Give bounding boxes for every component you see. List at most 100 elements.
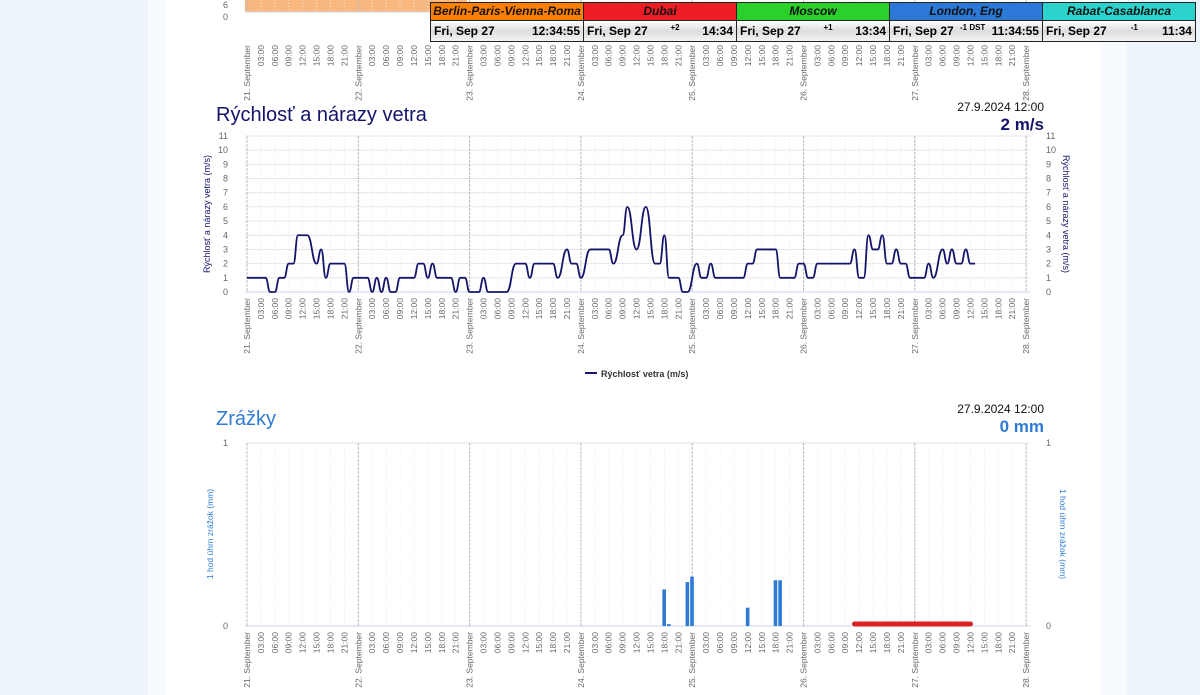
precip-x-tick-label: 06:00	[604, 632, 614, 654]
top-chart-x-tick-label: 06:00	[270, 45, 280, 67]
top-chart-x-tick-label: 18:00	[993, 45, 1003, 67]
precip-x-tick-label: 12:00	[409, 632, 419, 654]
wind-x-tick-label: 06:00	[938, 298, 948, 320]
precip-stamp-value: 0 mm	[999, 417, 1044, 436]
wind-x-tick-label: 03:00	[701, 298, 711, 320]
top-chart-x-tick-label: 06:00	[826, 45, 836, 67]
wind-x-tick-label: 03:00	[590, 298, 600, 320]
precip-x-tick-label: 03:00	[479, 632, 489, 654]
wind-x-tick-label: 18:00	[771, 298, 781, 320]
precip-x-tick-label: 09:00	[395, 632, 405, 654]
precip-x-tick-label: 28. September	[1021, 632, 1031, 688]
precip-x-tick-label: 21. September	[242, 632, 252, 688]
clock-cell: Dubai Fri, Sep 27 +2 14:34	[584, 3, 737, 41]
precip-x-tick-label: 27. September	[910, 632, 920, 688]
top-chart-x-tick-label: 03:00	[479, 45, 489, 67]
wind-y-axis-title: Rýchlosť a nárazy vetra (m/s)	[202, 155, 212, 273]
wind-x-tick-label: 21:00	[339, 298, 349, 320]
precip-x-tick-label: 15:00	[534, 632, 544, 654]
precip-y-tick-left: 0	[223, 621, 228, 631]
wind-x-tick-label: 21:00	[451, 298, 461, 320]
clock-time: 11:34:55	[991, 24, 1039, 38]
precip-x-tick-label: 21:00	[339, 632, 349, 654]
clock-cell: London, Eng Fri, Sep 27 -1 DST 11:34:55	[890, 3, 1043, 41]
top-chart-x-tick-label: 12:00	[409, 45, 419, 67]
precip-x-tick-label: 06:00	[270, 632, 280, 654]
wind-y-tick-left: 10	[218, 145, 228, 155]
top-chart-x-tick-label: 09:00	[395, 45, 405, 67]
wind-x-tick-label: 09:00	[840, 298, 850, 320]
wind-stamp-value: 2 m/s	[1000, 115, 1044, 134]
wind-x-tick-label: 28. September	[1021, 298, 1031, 354]
wind-y-tick-right: 4	[1046, 230, 1051, 240]
clock-offset: +1	[823, 23, 833, 32]
top-chart-x-tick-label: 03:00	[701, 45, 711, 67]
wind-x-tick-label: 15:00	[868, 298, 878, 320]
precip-bar	[667, 624, 671, 626]
wind-y-tick-left: 7	[223, 188, 228, 198]
precip-x-tick-label: 15:00	[312, 632, 322, 654]
top-chart-x-tick-label: 24. September	[576, 45, 586, 101]
precip-x-tick-label: 12:00	[520, 632, 530, 654]
top-chart-x-tick-label: 15:00	[979, 45, 989, 67]
top-chart-x-tick-label: 09:00	[840, 45, 850, 67]
precip-x-tick-label: 21:00	[785, 632, 795, 654]
clock-city: London, Eng	[890, 3, 1042, 21]
wind-x-tick-label: 03:00	[256, 298, 266, 320]
precip-stamp-date: 27.9.2024 12:00	[957, 402, 1044, 416]
wind-x-tick-label: 21:00	[896, 298, 906, 320]
top-chart-x-tick-label: 06:00	[715, 45, 725, 67]
clock-row: Fri, Sep 27 +2 14:34	[584, 21, 736, 41]
precip-x-tick-label: 15:00	[757, 632, 767, 654]
precip-x-tick-label: 18:00	[548, 632, 558, 654]
clock-row: Fri, Sep 27 -1 11:34	[1043, 21, 1195, 41]
precip-x-tick-label: 25. September	[687, 632, 697, 688]
precip-bar	[690, 576, 694, 626]
clock-date: Fri, Sep 27	[1046, 24, 1107, 38]
wind-x-tick-label: 18:00	[325, 298, 335, 320]
top-chart-x-tick-label: 09:00	[729, 45, 739, 67]
precip-x-tick-label: 18:00	[325, 632, 335, 654]
wind-x-tick-label: 12:00	[632, 298, 642, 320]
content-panel	[167, 0, 1100, 695]
top-chart-x-tick-label: 03:00	[812, 45, 822, 67]
clock-row: Fri, Sep 27 -1 DST 11:34:55	[890, 21, 1042, 41]
precip-y-axis-title: 1 hod úhrn zrážok (mm)	[205, 489, 215, 579]
clock-date: Fri, Sep 27	[587, 24, 648, 38]
wind-y-tick-left: 8	[223, 174, 228, 184]
clock-date: Fri, Sep 27	[893, 24, 954, 38]
wind-x-tick-label: 18:00	[882, 298, 892, 320]
precip-bar	[685, 582, 690, 626]
wind-x-tick-label: 25. September	[687, 298, 697, 354]
top-chart-x-tick-label: 21:00	[785, 45, 795, 67]
wind-y-tick-right: 7	[1046, 188, 1051, 198]
wind-x-tick-label: 24. September	[576, 298, 586, 354]
top-y-tick-label: 6	[223, 0, 228, 10]
top-chart-x-tick-label: 06:00	[938, 45, 948, 67]
top-chart-x-tick-label: 12:00	[743, 45, 753, 67]
top-chart-x-tick-label: 15:00	[868, 45, 878, 67]
precip-x-tick-label: 12:00	[743, 632, 753, 654]
wind-y-tick-right: 0	[1046, 287, 1051, 297]
precip-x-tick-label: 09:00	[729, 632, 739, 654]
top-chart-x-tick-label: 23. September	[465, 45, 475, 101]
wind-x-tick-label: 26. September	[799, 298, 809, 354]
top-chart-x-tick-label: 15:00	[645, 45, 655, 67]
wind-y-tick-left: 1	[223, 273, 228, 283]
wind-x-tick-label: 09:00	[284, 298, 294, 320]
precip-y-tick-right: 0	[1046, 621, 1051, 631]
wind-x-tick-label: 06:00	[826, 298, 836, 320]
wind-x-tick-label: 09:00	[952, 298, 962, 320]
top-chart-x-tick-label: 15:00	[534, 45, 544, 67]
precip-x-tick-label: 09:00	[284, 632, 294, 654]
wind-x-tick-label: 03:00	[812, 298, 822, 320]
wind-y-tick-right: 9	[1046, 159, 1051, 169]
precip-x-tick-label: 06:00	[938, 632, 948, 654]
top-chart-x-tick-label: 12:00	[298, 45, 308, 67]
wind-y-axis-title-right: Rýchlosť a nárazy vetra (m/s)	[1061, 155, 1071, 273]
top-chart-x-tick-label: 15:00	[312, 45, 322, 67]
precip-x-tick-label: 21:00	[673, 632, 683, 654]
precip-bar	[745, 607, 750, 626]
precip-x-tick-label: 21:00	[1007, 632, 1017, 654]
